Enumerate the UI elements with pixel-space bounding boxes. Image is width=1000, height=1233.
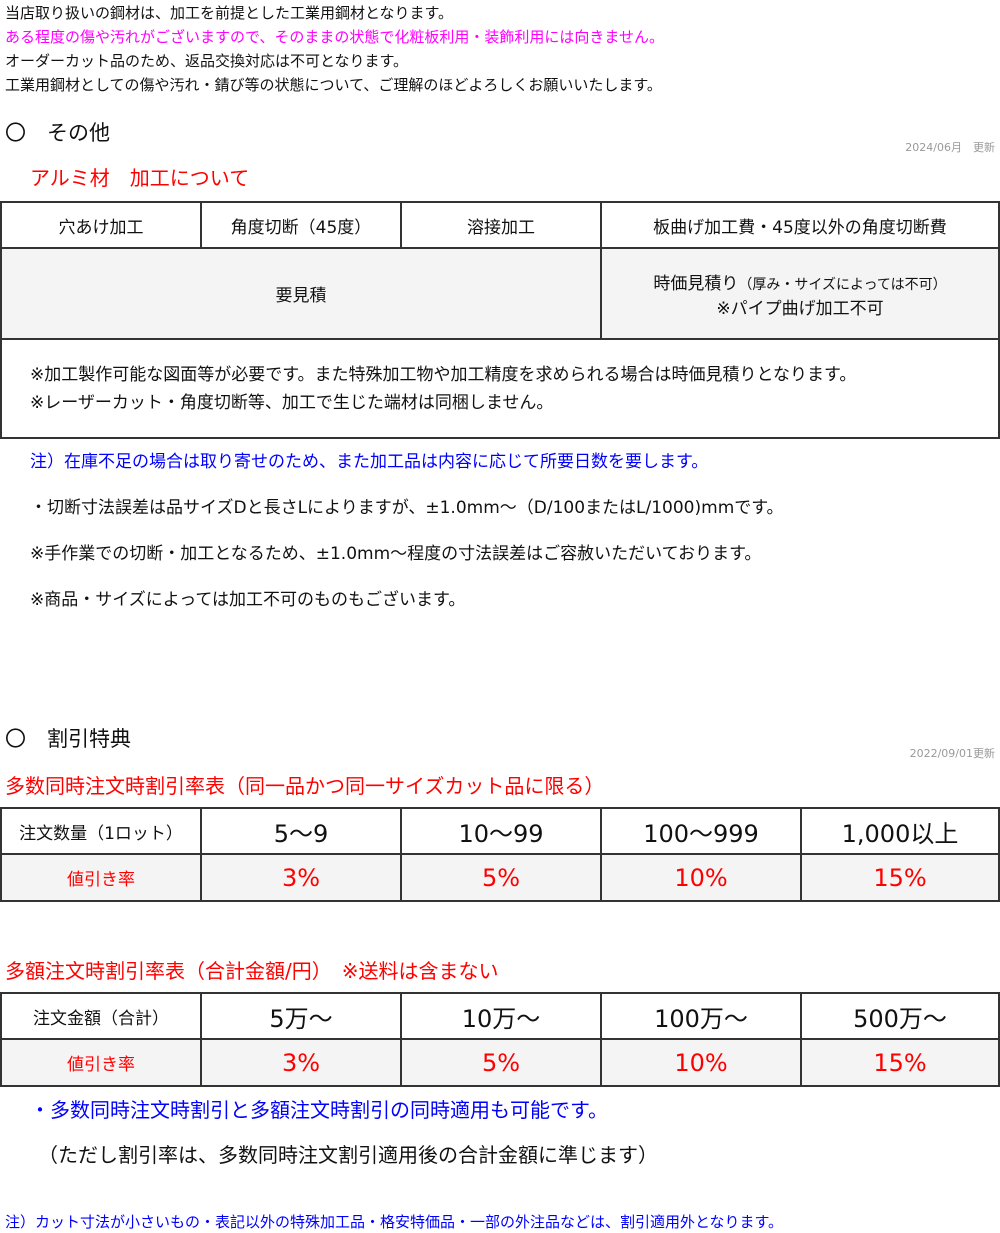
rate-label: 値引き率 — [0, 853, 202, 902]
rate: 10% — [600, 1038, 802, 1087]
rate: 15% — [800, 853, 1000, 902]
label-cell: 注文数量（1ロット） — [0, 807, 202, 855]
header-drilling: 穴あけ加工 — [0, 201, 202, 249]
pipe-note: ※パイプ曲げ加工不可 — [716, 298, 884, 319]
note: ※加工製作可能な図面等が必要です。また特殊加工物や加工精度を求められる場合は時価… — [30, 364, 857, 385]
time-price-cell: 時価見積り（厚み・サイズによっては不可） ※パイプ曲げ加工不可 — [600, 247, 1000, 340]
exclusion-note: 注）カット寸法が小さいもの・表記以外の特殊加工品・格安特価品・一部の外注品などは… — [5, 1213, 784, 1231]
qty-col: 1,000以上 — [800, 807, 1000, 855]
section-heading-discount: 〇 割引特典 — [5, 727, 131, 751]
amount-col: 500万～ — [800, 992, 1000, 1040]
rate: 3% — [200, 1038, 402, 1087]
rate: 3% — [200, 853, 402, 902]
unavailable-note: ※商品・サイズによっては加工不可のものもございます。 — [30, 590, 466, 610]
estimate-cell: 要見積 — [0, 247, 602, 340]
amount-discount-table: 注文金額（合計） 5万～ 10万～ 100万～ 500万～ 値引き率 3% 5%… — [0, 992, 1000, 1087]
qty-col: 100～999 — [600, 807, 802, 855]
rate: 10% — [600, 853, 802, 902]
time-price: 時価見積り — [653, 273, 739, 294]
qty-col: 5～9 — [200, 807, 402, 855]
discount-basis-note: （ただし割引率は、多数同時注文割引適用後の合計金額に準じます） — [38, 1143, 658, 1167]
qty-col: 10～99 — [400, 807, 602, 855]
updated-date: 2024/06月 更新 — [905, 141, 995, 154]
tolerance-note: ・切断寸法誤差は品サイズDと長さLによりますが、±1.0mm～（D/100または… — [30, 498, 784, 518]
intro-line: オーダーカット品のため、返品交換対応は不可となります。 — [5, 52, 409, 70]
intro-warning: ある程度の傷や汚れがございますので、そのままの状態で化粧板利用・装飾利用には向き… — [5, 28, 664, 46]
rate: 5% — [400, 853, 602, 902]
intro-line: 当店取り扱いの鋼材は、加工を前提とした工業用鋼材となります。 — [5, 4, 454, 22]
intro-line: 工業用鋼材としての傷や汚れ・錆び等の状態について、ご理解のほどよろしくお願いいた… — [5, 76, 662, 94]
stock-note: 注）在庫不足の場合は取り寄せのため、また加工品は内容に応じて所要日数を要します。 — [30, 452, 709, 472]
header-bending: 板曲げ加工費・45度以外の角度切断費 — [600, 201, 1000, 249]
discount-updated: 2022/09/01更新 — [909, 747, 995, 760]
amount-col: 5万～ — [200, 992, 402, 1040]
combined-discount-note: ・多数同時注文時割引と多額注文時割引の同時適用も可能です。 — [30, 1098, 608, 1122]
amount-col: 10万～ — [400, 992, 602, 1040]
rate: 15% — [800, 1038, 1000, 1087]
header-welding: 溶接加工 — [400, 201, 602, 249]
time-price-note: （厚み・サイズによっては不可） — [738, 276, 947, 293]
amount-col: 100万～ — [600, 992, 802, 1040]
note: ※レーザーカット・角度切断等、加工で生じた端材は同梱しません。 — [30, 392, 554, 413]
processing-table: 穴あけ加工 角度切断（45度） 溶接加工 板曲げ加工費・45度以外の角度切断費 … — [0, 201, 1000, 439]
rate: 5% — [400, 1038, 602, 1087]
aluminum-subtitle: アルミ材 加工について — [30, 166, 250, 190]
notes-cell: ※加工製作可能な図面等が必要です。また特殊加工物や加工精度を求められる場合は時価… — [0, 338, 1000, 439]
header-angle-cut: 角度切断（45度） — [200, 201, 402, 249]
rate-label: 値引き率 — [0, 1038, 202, 1087]
quantity-table-title: 多数同時注文時割引率表（同一品かつ同一サイズカット品に限る） — [5, 774, 605, 798]
amount-table-title: 多額注文時割引率表（合計金額/円） ※送料は含まない — [5, 959, 499, 983]
label-cell: 注文金額（合計） — [0, 992, 202, 1040]
manual-note: ※手作業での切断・加工となるため、±1.0mm～程度の寸法誤差はご容赦いただいて… — [30, 544, 762, 564]
section-heading-other: 〇 その他 — [5, 121, 110, 145]
quantity-discount-table: 注文数量（1ロット） 5～9 10～99 100～999 1,000以上 値引き… — [0, 807, 1000, 902]
